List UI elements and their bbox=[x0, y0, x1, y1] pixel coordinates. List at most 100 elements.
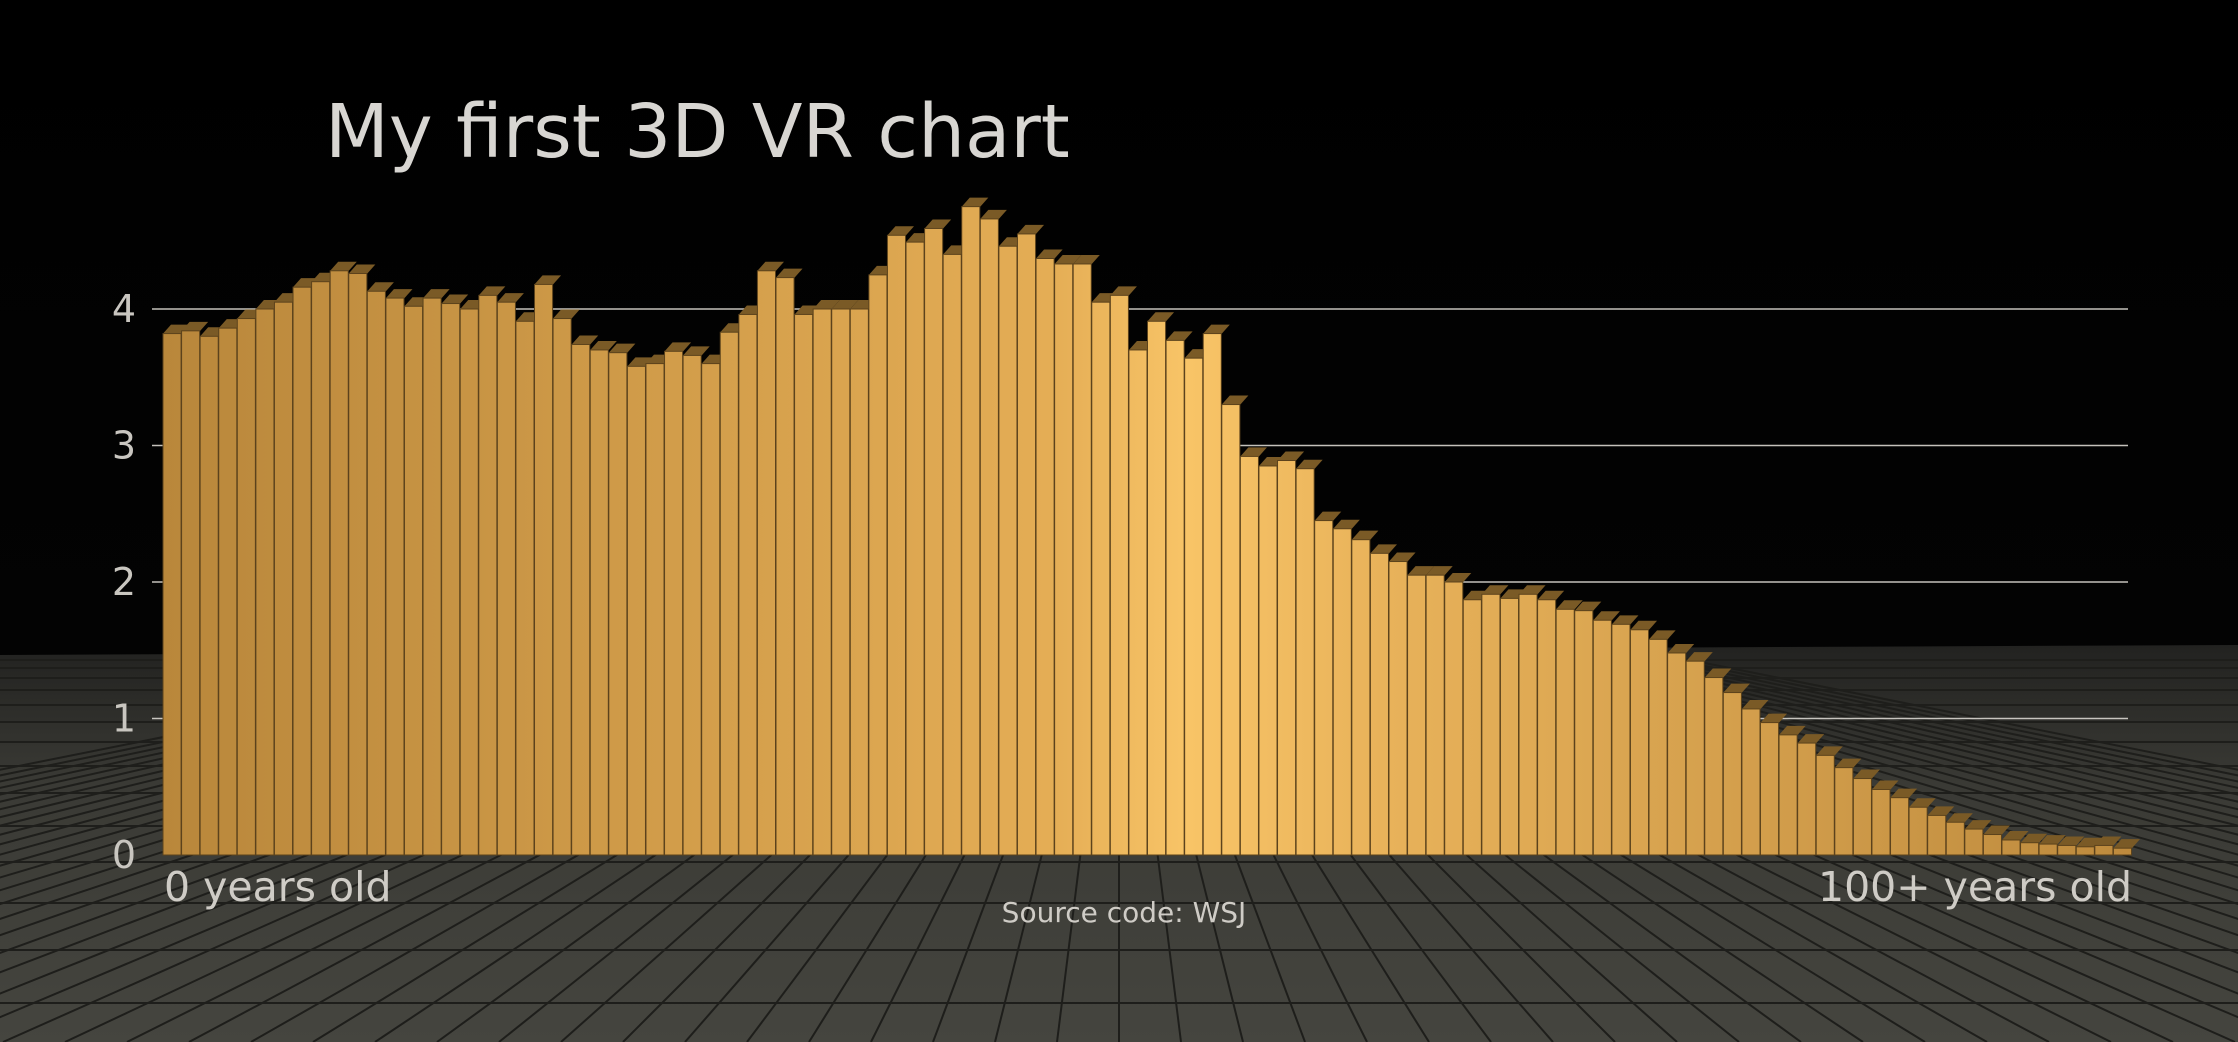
bar bbox=[868, 274, 888, 856]
bar bbox=[1147, 320, 1167, 856]
bar bbox=[311, 281, 331, 856]
bar-group bbox=[1295, 459, 1323, 856]
bar bbox=[571, 343, 591, 856]
bar bbox=[1481, 593, 1501, 856]
bar bbox=[961, 206, 981, 856]
bar-top bbox=[367, 282, 394, 292]
bar bbox=[775, 277, 795, 856]
bar-top bbox=[1351, 530, 1379, 540]
bar bbox=[441, 303, 461, 856]
bar-group bbox=[1128, 340, 1156, 856]
bar-top bbox=[1017, 224, 1045, 234]
bar bbox=[496, 301, 516, 856]
bar bbox=[1927, 814, 1947, 856]
bar-top bbox=[1909, 798, 1936, 808]
bar-group bbox=[162, 324, 190, 856]
bar bbox=[1499, 597, 1520, 856]
bar bbox=[1425, 574, 1445, 856]
bar-top bbox=[1203, 324, 1230, 334]
bar-group bbox=[385, 289, 413, 856]
bar-group bbox=[812, 300, 840, 856]
bar-top bbox=[1481, 585, 1509, 595]
bar-group bbox=[552, 309, 580, 856]
bar-group bbox=[1481, 585, 1509, 856]
bar bbox=[1537, 599, 1557, 856]
bar-group bbox=[794, 305, 822, 856]
bar bbox=[1128, 349, 1148, 856]
bar bbox=[236, 318, 256, 856]
bar bbox=[1407, 574, 1427, 856]
bar-top bbox=[181, 321, 209, 331]
bar-group bbox=[329, 261, 357, 856]
bar bbox=[849, 308, 869, 856]
bar bbox=[1314, 520, 1334, 856]
bar bbox=[2020, 842, 2040, 856]
chart-title: My first 3D VR chart bbox=[325, 89, 1070, 175]
bar bbox=[998, 245, 1018, 856]
bar-group bbox=[1369, 544, 1397, 856]
bar-top bbox=[385, 289, 413, 299]
bar-top bbox=[1277, 451, 1305, 461]
bar-group bbox=[366, 282, 394, 856]
bar bbox=[348, 273, 368, 856]
bar bbox=[2094, 844, 2114, 856]
bar bbox=[738, 313, 758, 856]
bar bbox=[1221, 404, 1241, 856]
floor-line bbox=[1609, 654, 2238, 796]
y-tick-label: 0 bbox=[112, 833, 136, 877]
bar-top bbox=[683, 346, 710, 356]
bar-top bbox=[1407, 566, 1435, 576]
bar-group bbox=[2038, 835, 2066, 856]
bar bbox=[1462, 599, 1482, 856]
bar-top bbox=[1221, 395, 1249, 405]
bar-top bbox=[2020, 833, 2048, 843]
bar bbox=[459, 308, 479, 856]
bar-group bbox=[1667, 643, 1695, 856]
bar-top bbox=[1630, 620, 1658, 630]
bar-group bbox=[1388, 552, 1416, 856]
bar-group bbox=[1852, 769, 1880, 856]
bar-top bbox=[1871, 780, 1899, 790]
y-tick-label: 3 bbox=[112, 424, 136, 468]
bar bbox=[924, 227, 944, 856]
bar bbox=[1035, 258, 1055, 856]
bar bbox=[1685, 660, 1705, 856]
x-end-label: 100+ years old bbox=[1818, 863, 2132, 911]
bar-group bbox=[1648, 630, 1676, 856]
floor-line bbox=[1568, 654, 2238, 819]
bar-top bbox=[961, 197, 989, 207]
bar bbox=[645, 363, 665, 856]
bar-group bbox=[181, 321, 209, 856]
bar bbox=[1815, 754, 1835, 856]
bar-top bbox=[2113, 839, 2140, 849]
bar bbox=[905, 241, 925, 856]
bar-group bbox=[441, 294, 469, 856]
bar-top bbox=[1983, 825, 2010, 835]
bar-top bbox=[1816, 746, 1843, 756]
floor-line bbox=[1664, 654, 2238, 771]
y-tick-label: 4 bbox=[112, 287, 136, 331]
bar-top bbox=[1314, 511, 1342, 521]
bar bbox=[366, 290, 386, 856]
bar bbox=[1852, 778, 1872, 856]
bar-top bbox=[1593, 611, 1620, 621]
bar-top bbox=[1797, 734, 1825, 744]
bar bbox=[1667, 652, 1687, 856]
x-start-label: 0 years old bbox=[164, 863, 391, 911]
bar bbox=[329, 270, 349, 856]
bar bbox=[1592, 619, 1612, 856]
bar-top bbox=[1073, 254, 1100, 264]
bar-top bbox=[1611, 615, 1639, 625]
bars bbox=[162, 197, 2140, 856]
bar bbox=[255, 308, 275, 856]
bar bbox=[1351, 539, 1371, 856]
bar-top bbox=[2057, 836, 2085, 846]
bar bbox=[2001, 839, 2021, 856]
bar-top bbox=[1667, 643, 1695, 653]
bar bbox=[812, 308, 832, 856]
bar bbox=[1555, 608, 1575, 856]
bar-group bbox=[1221, 395, 1249, 856]
bar bbox=[162, 333, 182, 856]
bar-group bbox=[1054, 254, 1082, 856]
